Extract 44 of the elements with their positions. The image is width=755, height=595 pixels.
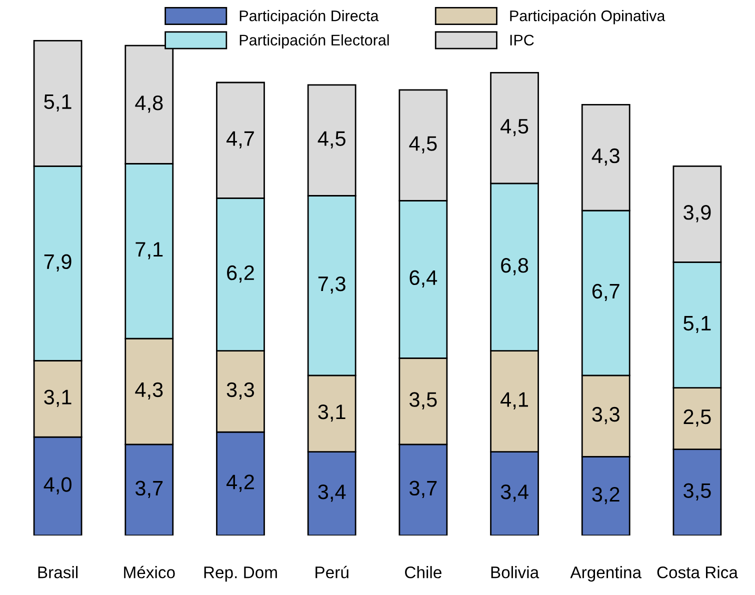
data-label: 6,8 [501,258,528,276]
data-label: 4,0 [44,477,72,494]
data-label: 4,5 [409,136,437,154]
x-tick-label: Chile [405,566,442,578]
data-label: 7,3 [318,276,346,294]
data-label: 4,5 [500,119,528,136]
data-label: 3,3 [592,406,620,424]
data-label: 6,4 [410,270,438,288]
x-tick-label: Argentina [570,566,642,582]
data-label: 3,1 [318,404,346,422]
x-tick-label: Perú [316,566,348,578]
x-tick-label: Costa Rica [657,566,738,578]
x-tick-label: México [124,566,175,578]
data-label: 5,1 [44,94,72,112]
data-label: 3,9 [684,205,711,222]
data-label: 4,2 [226,474,254,492]
data-label: 7,1 [136,242,163,260]
x-tick-label: Brasil [38,566,78,578]
data-label: 6,7 [592,284,620,302]
data-label: 4,8 [135,96,163,113]
data-label: 3,4 [500,484,528,502]
data-label: 5,1 [684,316,711,334]
data-label: 3,5 [684,483,711,500]
data-label: 6,2 [227,265,254,283]
legend-label: Participación Directa [240,10,379,24]
x-tick-label: Bolivia [491,566,540,578]
data-label: 3,1 [44,390,72,407]
data-label: 3,7 [409,480,437,498]
x-tick-label: Rep. Dom [204,566,277,582]
data-label: 4,1 [500,392,528,410]
data-label: 3,3 [226,382,254,400]
data-label: 3,4 [318,484,346,502]
legend-label: Participación Opinativa [510,10,666,24]
data-label: 4,5 [318,131,346,148]
data-label: 4,7 [226,131,254,148]
data-label: 4,3 [135,382,163,400]
data-label: 3,7 [135,480,163,498]
data-label: 3,2 [592,486,620,504]
data-label: 2,5 [684,409,711,427]
data-label: 3,5 [409,392,437,410]
legend-label: IPC [510,34,534,46]
legend-label: Participación Electoral [240,34,389,49]
data-label: 7,9 [44,254,72,272]
data-label: 4,3 [592,148,620,166]
